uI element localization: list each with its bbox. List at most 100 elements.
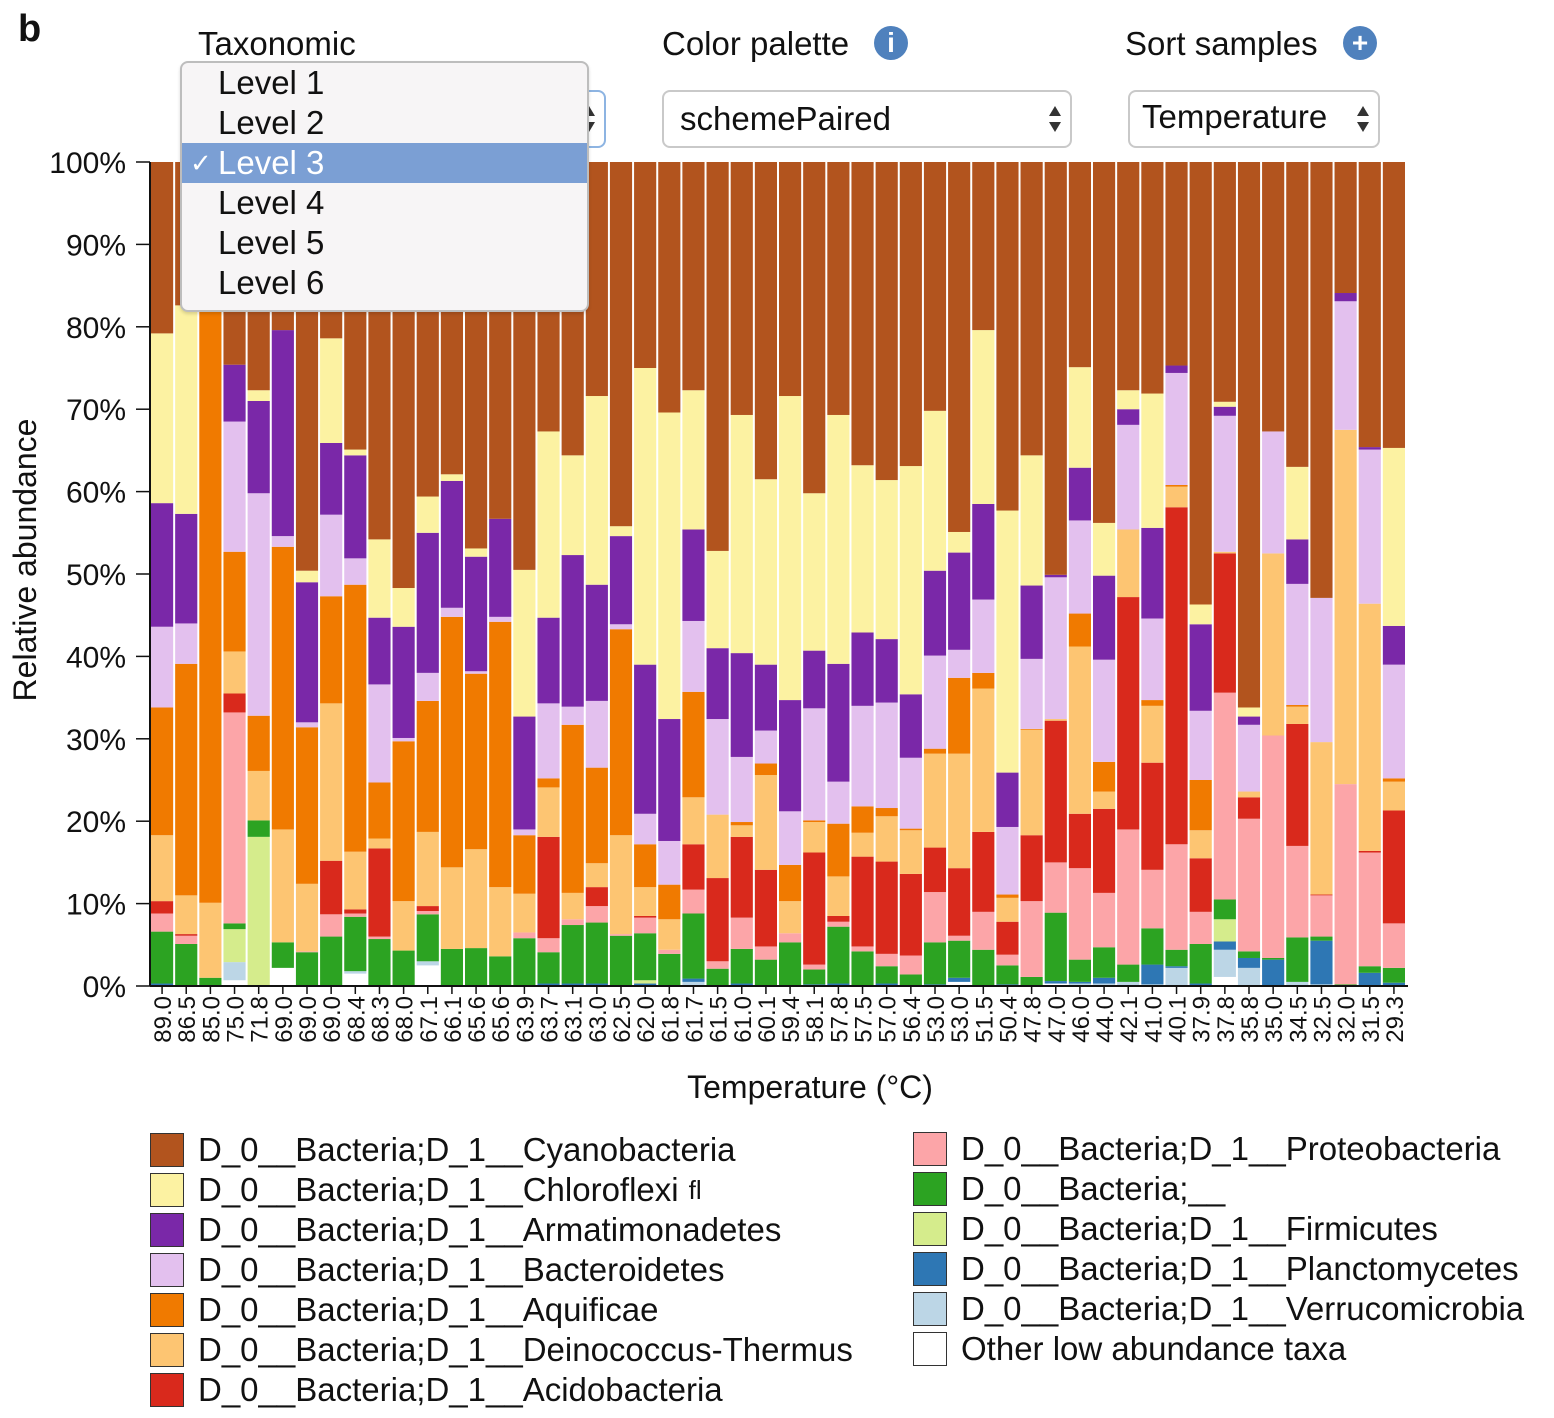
dropdown-option-level-6[interactable]: Level 6 (182, 263, 587, 303)
bar-segment (295, 883, 319, 952)
bar-segment (1213, 692, 1236, 900)
bar-segment (730, 653, 753, 757)
bar-sample-38 (1068, 162, 1091, 986)
legend-swatch (913, 1132, 947, 1166)
bar-segment (609, 629, 633, 836)
bar-segment (1165, 949, 1188, 967)
bar-segment (271, 967, 294, 986)
bar-segment (1068, 162, 1091, 368)
bar-segment (513, 569, 536, 717)
legend-label: D_0__Bacteria;D_1__Firmicutes (961, 1210, 1438, 1247)
bar-segment (706, 968, 729, 986)
legend-label: D_0__Bacteria;D_1__Proteobacteria (961, 1130, 1501, 1167)
dropdown-option-level-1[interactable]: Level 1 (182, 63, 587, 103)
bar-segment (706, 719, 729, 815)
legend-item: D_0__Bacteria;D_1__Acidobacteria (150, 1371, 723, 1409)
bar-segment (923, 942, 947, 985)
bar-segment (344, 973, 367, 986)
bar-segment (199, 311, 222, 903)
legend-label: Other low abundance taxa (961, 1330, 1347, 1367)
bar-segment (151, 835, 174, 902)
bar-segment (440, 480, 463, 608)
x-tick-label: 41.0 (1140, 996, 1167, 1043)
bar-segment (1213, 899, 1236, 920)
plus-icon[interactable]: + (1343, 26, 1377, 60)
bar-segment (1213, 919, 1236, 942)
taxonomic-label: Taxonomic (198, 25, 356, 62)
bar-sample-46 (1262, 162, 1285, 986)
bar-segment (754, 775, 777, 870)
sort-samples-label: Sort samples (1125, 25, 1318, 62)
bar-segment (827, 823, 850, 877)
bar-sample-18 (585, 162, 608, 986)
sort-samples-select[interactable]: Temperature (1128, 90, 1380, 148)
bar-sample-35 (996, 162, 1019, 986)
bar-segment (175, 934, 198, 936)
y-tick-label: 80% (66, 312, 126, 345)
bar-segment (948, 649, 971, 678)
bar-segment (899, 162, 922, 467)
legend-item: D_0__Bacteria;D_1__Planctomycetes (913, 1250, 1519, 1288)
bar-segment (368, 539, 391, 618)
bar-segment (271, 829, 294, 943)
bar-segment (1165, 844, 1188, 950)
legend-label-suffix: fl (688, 1174, 702, 1205)
bar-segment (1382, 162, 1405, 448)
bar-segment (875, 162, 898, 481)
bar-segment (175, 305, 198, 514)
bar-segment (634, 887, 657, 916)
bar-segment (1358, 447, 1381, 450)
bar-segment (561, 983, 584, 986)
option-label: Level 5 (218, 224, 325, 261)
bar-segment (585, 863, 608, 888)
bar-segment (585, 767, 608, 864)
bar-sample-42 (1165, 162, 1188, 986)
bar-segment (1068, 868, 1091, 960)
bar-segment (440, 616, 463, 868)
dropdown-option-level-2[interactable]: Level 2 (182, 103, 587, 143)
dropdown-option-level-4[interactable]: Level 4 (182, 183, 587, 223)
bar-segment (271, 546, 294, 830)
bar-segment (754, 763, 777, 776)
bar-segment (513, 938, 536, 986)
bar-segment (899, 955, 922, 975)
x-tick-label: 63.9 (512, 996, 539, 1043)
bar-sample-48 (1310, 162, 1333, 986)
color-palette-select[interactable]: schemePaired (662, 90, 1072, 148)
x-tick-label: 32.5 (1309, 996, 1336, 1043)
bar-segment (1358, 972, 1381, 986)
bar-segment (416, 965, 439, 986)
bar-segment (1382, 781, 1405, 811)
bar-segment (875, 983, 898, 986)
bar-segment (803, 820, 826, 823)
bar-segment (271, 942, 294, 968)
bar-segment (1213, 949, 1236, 977)
bar-segment (223, 421, 246, 552)
bar-segment (923, 748, 947, 754)
bar-segment (948, 552, 971, 650)
bar-segment (1117, 597, 1140, 830)
x-tick-label: 58.1 (802, 996, 829, 1043)
dropdown-option-level-5[interactable]: Level 5 (182, 223, 587, 263)
bar-segment (1141, 928, 1164, 965)
bar-segment (1044, 912, 1067, 982)
bar-segment (1286, 466, 1309, 540)
bar-segment (875, 702, 898, 809)
bar-segment (634, 917, 657, 934)
bar-segment (730, 756, 753, 823)
bar-segment (223, 929, 246, 963)
bar-segment (1068, 813, 1091, 869)
x-tick-label: 51.5 (971, 996, 998, 1043)
dropdown-option-level-3[interactable]: ✓ Level 3 (182, 143, 587, 183)
bar-segment (634, 162, 657, 368)
bar-segment (416, 831, 439, 907)
bar-segment (537, 617, 560, 704)
info-icon[interactable]: i (874, 26, 908, 60)
bar-segment (1286, 583, 1309, 706)
bar-segment (199, 902, 222, 978)
bar-segment (779, 942, 802, 986)
bar-segment (730, 836, 753, 918)
x-tick-label: 37.9 (1189, 996, 1216, 1043)
bar-segment (320, 442, 343, 515)
bar-segment (1020, 728, 1043, 730)
